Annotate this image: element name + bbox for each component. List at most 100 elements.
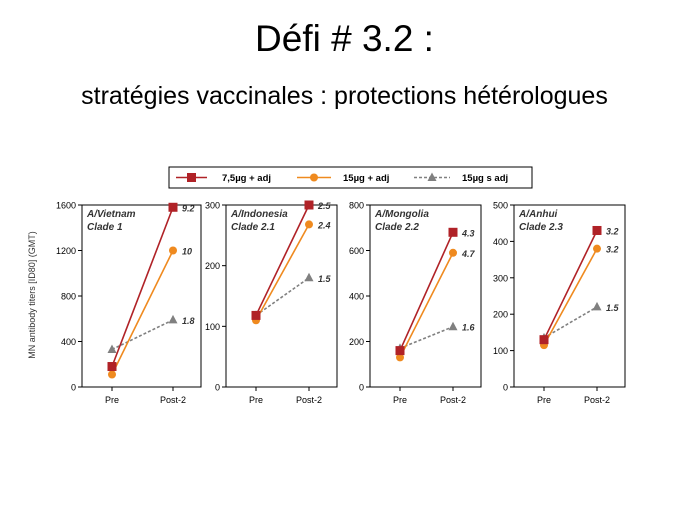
panel-title: A/Vietnam	[86, 209, 136, 220]
data-label: 4.7	[461, 249, 476, 259]
x-tick-label: Pre	[105, 395, 119, 405]
data-label: 4.3	[461, 228, 475, 238]
data-label: 1.5	[318, 274, 332, 284]
series-line	[399, 231, 454, 351]
y-tick-label: 1600	[56, 201, 76, 211]
legend-label: 7,5µg + adj	[222, 173, 271, 184]
data-label: 3.2	[606, 245, 619, 255]
x-tick-label: Pre	[249, 395, 263, 405]
data-point	[169, 246, 177, 255]
y-tick-label: 400	[493, 237, 508, 247]
series-2	[108, 246, 177, 379]
data-label: 10	[182, 247, 192, 257]
plot-frame	[513, 204, 626, 388]
y-axis-title: MN antibody titers [ID80] (GMT)	[27, 231, 37, 359]
y-tick-label: 600	[349, 246, 364, 256]
x-tick-label: Post-2	[440, 395, 466, 405]
data-label: 1.6	[462, 323, 476, 333]
series-2	[540, 244, 601, 350]
data-point	[107, 344, 117, 353]
y-tick-label: 100	[493, 346, 508, 356]
data-point	[168, 314, 178, 324]
series-line	[543, 248, 598, 346]
slide-subtitle: stratégies vaccinales : protections hété…	[81, 82, 608, 110]
data-label: 9.2	[182, 203, 195, 213]
data-label: 1.8	[182, 316, 195, 326]
data-label: 1.5	[606, 303, 620, 313]
data-point	[592, 225, 602, 235]
legend-marker	[427, 172, 437, 181]
panel-1: 0 400 800 1200 1600 Pre Post-2 A/Vietnam Clade 1…	[56, 201, 202, 405]
y-tick-label: 0	[71, 383, 76, 393]
y-tick-label: 200	[205, 261, 220, 271]
series-2	[252, 220, 313, 325]
series-line	[111, 206, 174, 367]
panel-title: Clade 2.1	[231, 222, 275, 233]
panel-2: 0 100 200 300 Pre Post-2 A/Indonesia Clade 2.1 2…	[205, 200, 338, 405]
y-tick-label: 0	[503, 383, 508, 393]
x-tick-label: Post-2	[160, 395, 186, 405]
y-tick-label: 1200	[56, 246, 76, 256]
panel-title: A/Anhui	[518, 209, 558, 220]
series-3	[107, 314, 178, 353]
series-line	[543, 230, 598, 341]
y-tick-label: 100	[205, 322, 220, 332]
series-line	[111, 319, 174, 351]
series-line	[111, 250, 174, 375]
panel-title: Clade 2.3	[519, 222, 563, 233]
y-tick-label: 800	[349, 201, 364, 211]
legend-item-3: 15µg s adj	[414, 172, 508, 184]
legend-marker	[187, 173, 196, 182]
data-point	[592, 301, 602, 311]
series-line	[255, 204, 310, 316]
legend-item-1: 7,5µg + adj	[176, 173, 271, 184]
y-tick-label: 800	[61, 292, 76, 302]
x-tick-label: Post-2	[296, 395, 322, 405]
data-point	[305, 220, 313, 229]
x-tick-label: Pre	[393, 395, 407, 405]
legend: 7,5µg + adj 15µg + adj 15µg s adj	[168, 166, 533, 189]
series-1	[395, 227, 458, 356]
y-tick-label: 400	[61, 337, 76, 347]
series-1	[251, 200, 314, 320]
series-line	[255, 224, 310, 321]
y-tick-label: 0	[215, 383, 220, 393]
panel-4: 0 100 200 300 400 500 Pre Post-2 A/Anhui Clade 2.…	[493, 201, 626, 405]
y-tick-label: 400	[349, 292, 364, 302]
data-point	[251, 310, 261, 320]
legend-item-2: 15µg + adj	[297, 173, 389, 184]
series-line	[399, 252, 454, 358]
y-tick-label: 300	[493, 273, 508, 283]
panel-title: A/Mongolia	[374, 209, 429, 220]
legend-box	[168, 166, 533, 189]
series-line	[255, 277, 310, 317]
y-tick-label: 200	[349, 337, 364, 347]
data-label: 2.4	[317, 220, 331, 230]
series-line	[399, 325, 454, 350]
data-point	[593, 244, 601, 253]
data-point	[108, 370, 116, 379]
data-point	[448, 321, 458, 331]
legend-label: 15µg + adj	[343, 173, 389, 184]
panel-title: Clade 2.2	[375, 222, 419, 233]
data-point	[449, 248, 457, 257]
series-2	[396, 248, 457, 362]
panel-3: 0 200 400 600 800 Pre Post-2 A/Mongolia Clade 2.…	[349, 201, 482, 405]
data-point	[396, 353, 404, 362]
y-tick-label: 0	[359, 383, 364, 393]
x-tick-label: Post-2	[584, 395, 610, 405]
x-tick-label: Pre	[537, 395, 551, 405]
data-point	[304, 200, 314, 210]
y-tick-label: 500	[493, 201, 508, 211]
slide-title: Défi # 3.2 :	[255, 18, 434, 59]
data-point	[395, 346, 405, 356]
data-point	[448, 227, 458, 237]
series-1	[107, 202, 178, 372]
data-point	[168, 202, 178, 212]
data-label: 3.2	[606, 226, 619, 236]
series-line	[543, 306, 598, 339]
data-point	[539, 335, 549, 345]
data-point	[304, 272, 314, 282]
y-tick-label: 300	[205, 201, 220, 211]
legend-label: 15µg s adj	[462, 173, 508, 184]
